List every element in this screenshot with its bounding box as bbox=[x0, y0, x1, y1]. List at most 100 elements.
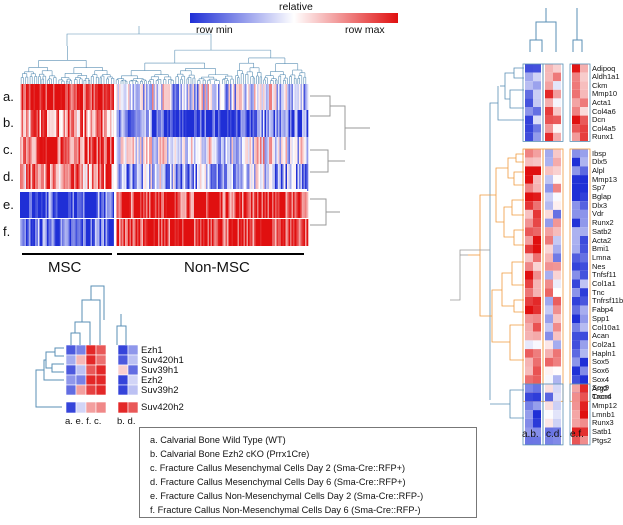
right-heatmap-cell bbox=[533, 436, 541, 445]
heatmap-cell bbox=[30, 164, 33, 191]
heatmap-cell bbox=[116, 192, 118, 218]
right-gene-label: Col10a1 bbox=[592, 322, 620, 332]
heatmap-cell bbox=[131, 219, 133, 246]
heatmap-cell bbox=[255, 84, 258, 111]
heatmap-cell bbox=[287, 110, 289, 137]
heatmap-cell bbox=[275, 137, 277, 164]
heatmap-cell bbox=[281, 110, 283, 137]
heatmap-cell bbox=[219, 137, 222, 164]
right-heatmap-cell bbox=[580, 331, 588, 341]
heatmap-cell bbox=[176, 164, 178, 191]
small-heatmap-cell bbox=[117, 354, 129, 366]
heatmap-cell bbox=[225, 84, 228, 111]
heatmap-cell bbox=[180, 110, 183, 137]
heatmap-cell bbox=[90, 84, 93, 111]
small-gene-label: Ezh2 bbox=[141, 374, 163, 386]
heatmap-cell bbox=[263, 192, 265, 218]
heatmap-cell bbox=[195, 219, 198, 246]
heatmap-cell bbox=[222, 84, 225, 111]
right-gene-label: Sox9 bbox=[592, 383, 610, 393]
right-heatmap-cell bbox=[572, 349, 580, 358]
heatmap-cell bbox=[132, 110, 135, 137]
right-heatmap-cell bbox=[553, 331, 561, 341]
heatmap-cell bbox=[239, 137, 241, 164]
heatmap-cell bbox=[24, 164, 27, 191]
heatmap-cell bbox=[137, 164, 139, 191]
heatmap-cell bbox=[62, 192, 64, 218]
right-heatmap-cell bbox=[572, 331, 580, 341]
heatmap-cell bbox=[41, 137, 43, 164]
legend-row: c. Fracture Callus Mesenchymal Cells Day… bbox=[150, 463, 406, 473]
heatmap-cell bbox=[156, 192, 159, 218]
heatmap-cell bbox=[123, 192, 126, 218]
heatmap-cell bbox=[294, 164, 297, 191]
heatmap-cell bbox=[110, 192, 112, 218]
heatmap-cell bbox=[63, 137, 66, 164]
heatmap-cell bbox=[125, 137, 127, 164]
heatmap-cell bbox=[122, 164, 124, 191]
heatmap-cell bbox=[203, 137, 205, 164]
heatmap-cell bbox=[207, 84, 210, 111]
heatmap-cell bbox=[107, 164, 109, 191]
heatmap-cell bbox=[285, 110, 288, 137]
heatmap-cell bbox=[56, 110, 58, 137]
heatmap-cell bbox=[110, 164, 112, 191]
heatmap-cell bbox=[26, 192, 28, 218]
heatmap-cell bbox=[183, 192, 186, 218]
right-heatmap-cell bbox=[533, 227, 541, 236]
right-heatmap-cell bbox=[525, 192, 533, 202]
heatmap-cell bbox=[77, 137, 79, 164]
heatmap-cell bbox=[260, 137, 262, 164]
right-heatmap-cell bbox=[580, 64, 588, 73]
heatmap-cell bbox=[65, 192, 67, 218]
heatmap-cell bbox=[155, 84, 157, 111]
right-heatmap-cell bbox=[533, 262, 541, 271]
heatmap-cell bbox=[266, 164, 268, 191]
heatmap-cell bbox=[195, 84, 198, 111]
heatmap-cell bbox=[102, 110, 105, 137]
heatmap-cell bbox=[303, 84, 306, 111]
heatmap-cell bbox=[278, 164, 280, 191]
heatmap-cell bbox=[251, 164, 253, 191]
heatmap-cell bbox=[69, 84, 72, 111]
heatmap-cell bbox=[270, 192, 273, 218]
heatmap-cell bbox=[192, 84, 195, 111]
heatmap-cell bbox=[153, 219, 156, 246]
heatmap-cell bbox=[225, 192, 228, 218]
right-heatmap-cell bbox=[580, 227, 588, 236]
heatmap-cell bbox=[192, 164, 195, 191]
heatmap-cell bbox=[105, 137, 108, 164]
heatmap-cell bbox=[33, 137, 36, 164]
heatmap-cell bbox=[270, 84, 273, 111]
heatmap-cell bbox=[27, 164, 30, 191]
heatmap-cell bbox=[246, 110, 249, 137]
heatmap-cell bbox=[239, 192, 241, 218]
heatmap-cell bbox=[173, 137, 175, 164]
heatmap-cell bbox=[249, 137, 252, 164]
heatmap-cell bbox=[75, 110, 78, 137]
right-heatmap-cell bbox=[533, 175, 541, 184]
heatmap-cell bbox=[165, 137, 168, 164]
right-heatmap-cell bbox=[545, 244, 553, 254]
right-col-label-1: a.b. bbox=[522, 429, 539, 440]
heatmap-cell bbox=[152, 137, 154, 164]
heatmap-cell bbox=[116, 219, 118, 246]
heatmap-cell bbox=[218, 219, 220, 246]
right-heatmap-cell bbox=[545, 72, 553, 82]
heatmap-cell bbox=[300, 164, 303, 191]
heatmap-cell bbox=[164, 164, 166, 191]
right-heatmap-cell bbox=[553, 436, 561, 445]
heatmap-cell bbox=[264, 137, 267, 164]
right-heatmap-cell bbox=[572, 253, 580, 263]
heatmap-cell bbox=[36, 219, 39, 246]
main-row-label: b. bbox=[3, 115, 14, 130]
heatmap-cell bbox=[194, 84, 196, 111]
heatmap-cell bbox=[183, 110, 186, 137]
heatmap-cell bbox=[237, 164, 240, 191]
heatmap-cell bbox=[95, 219, 97, 246]
right-heatmap-cell bbox=[545, 279, 553, 289]
heatmap-cell bbox=[44, 137, 46, 164]
heatmap-cell bbox=[92, 192, 94, 218]
heatmap-cell bbox=[149, 164, 151, 191]
main-row-label: e. bbox=[3, 197, 14, 212]
